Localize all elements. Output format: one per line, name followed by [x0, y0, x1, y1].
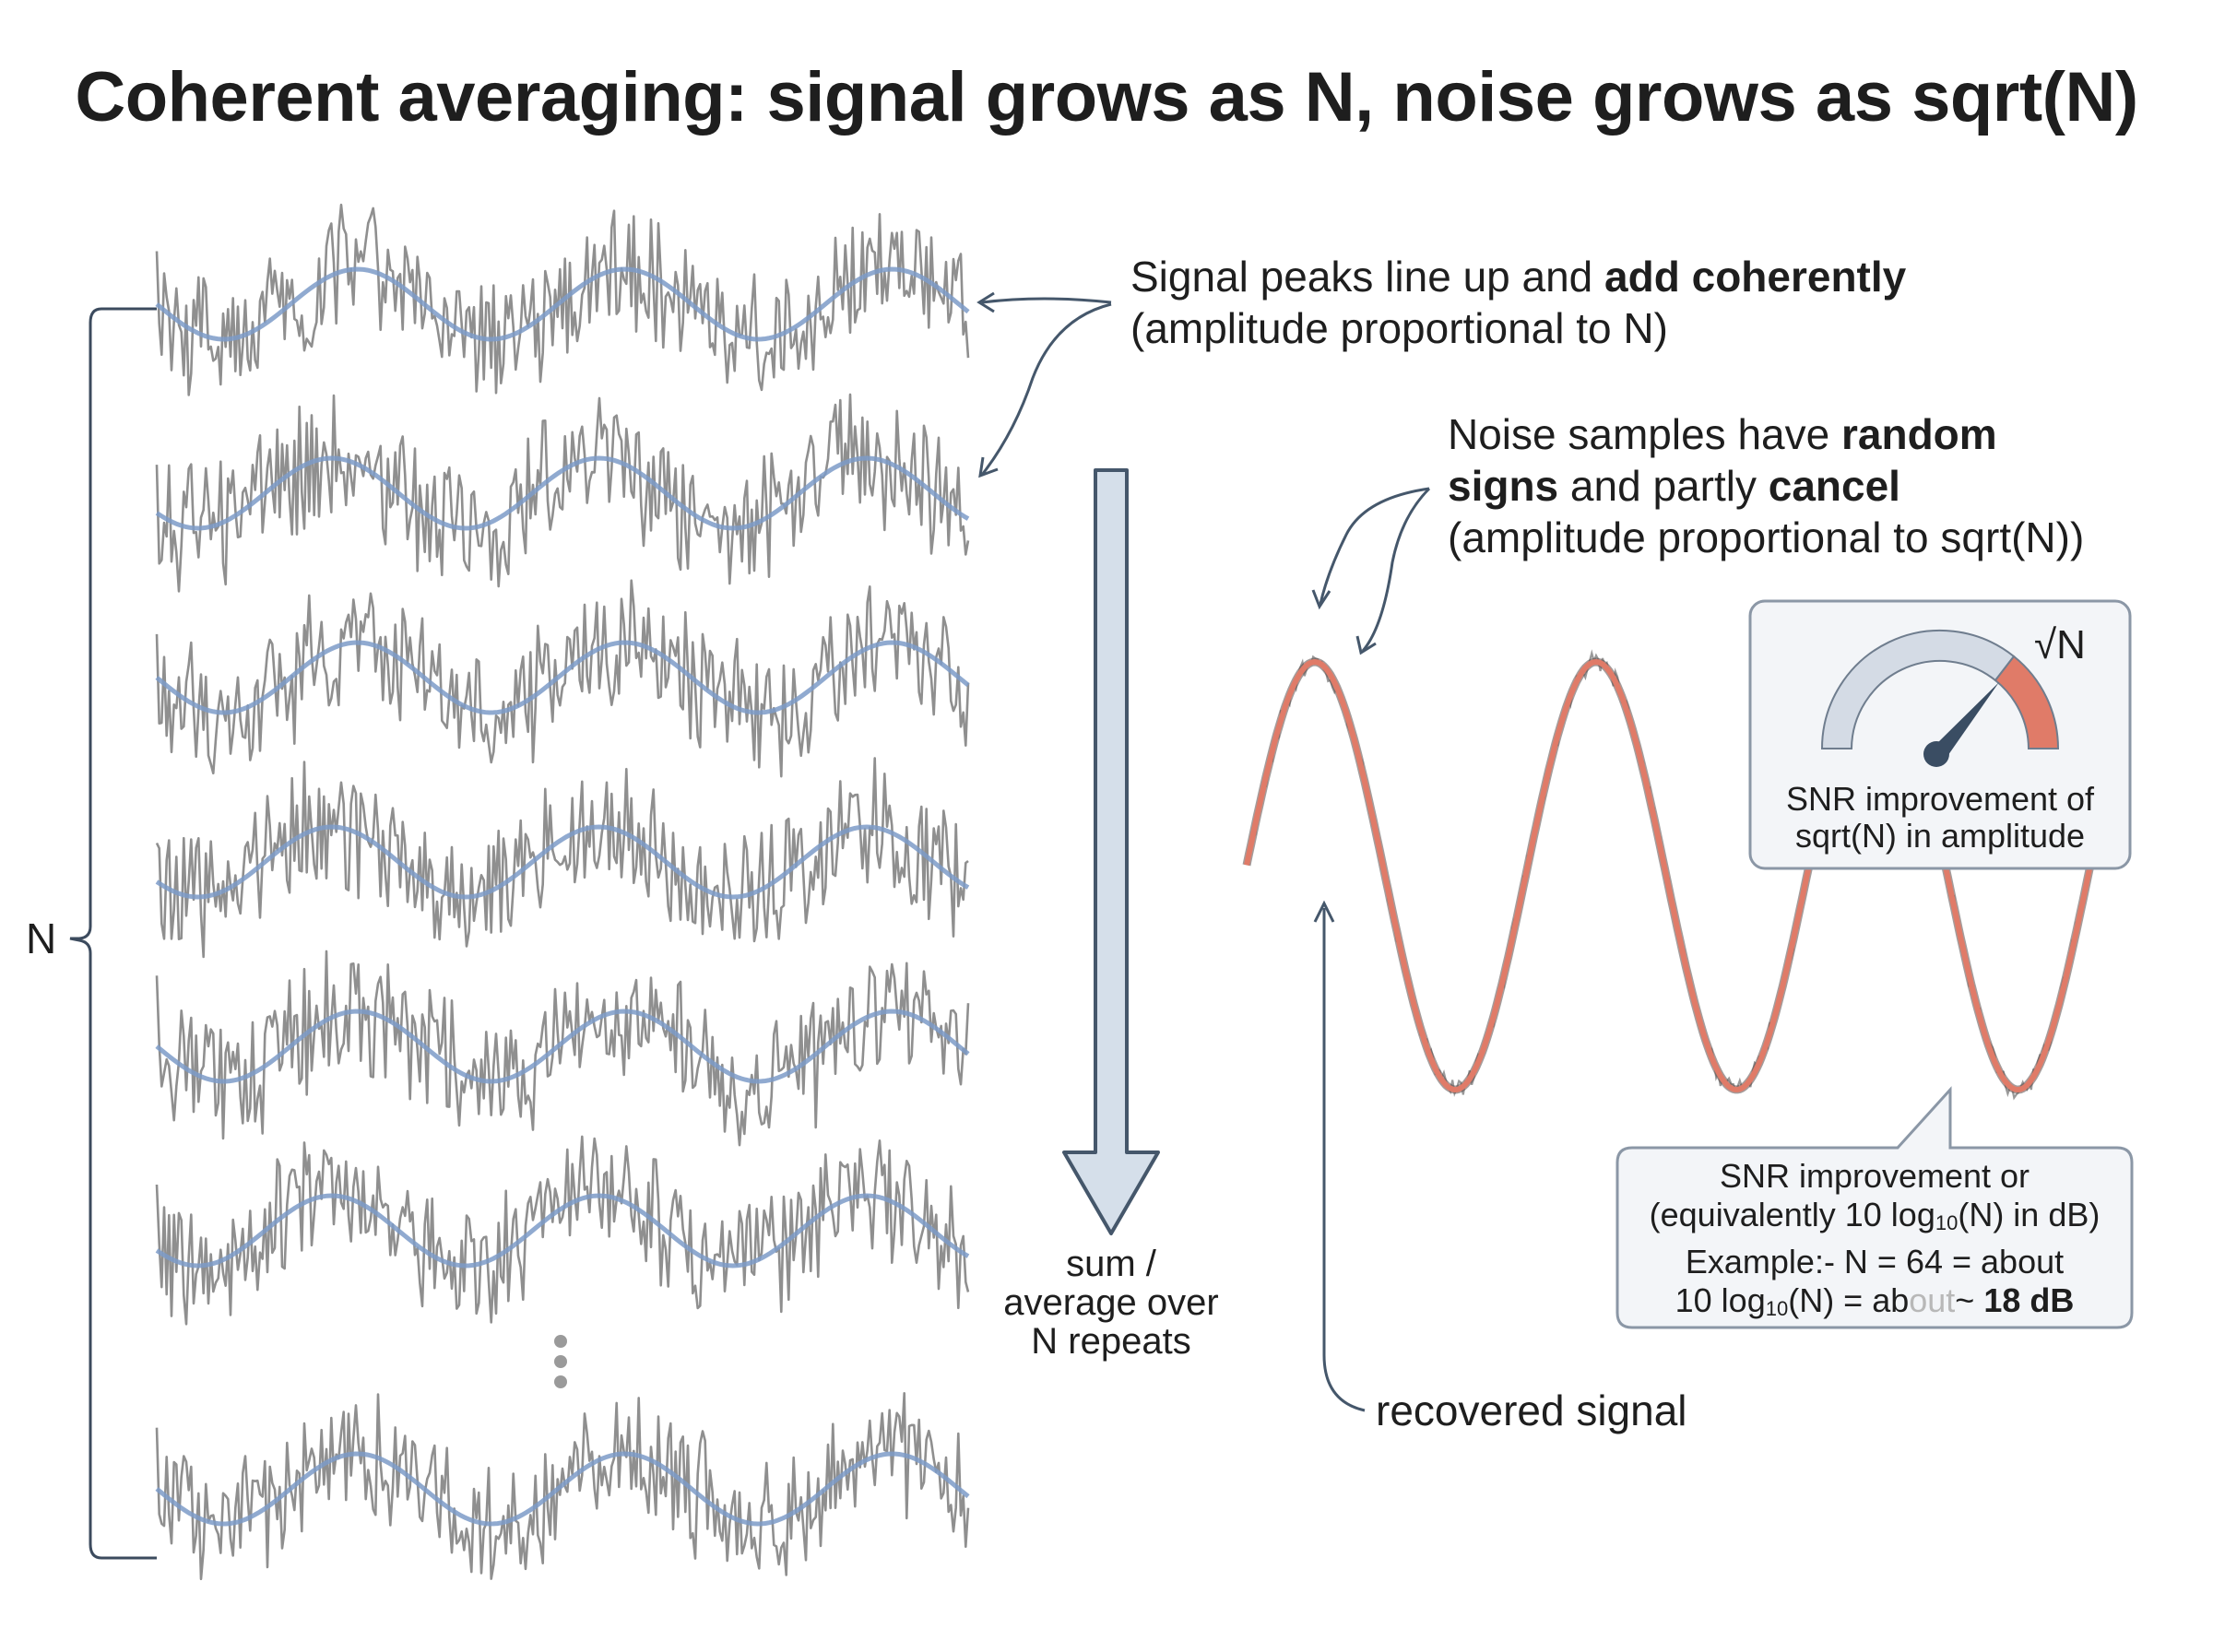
noisy-repeat-traces [155, 203, 970, 1581]
vertical-ellipsis-icon [554, 1335, 567, 1388]
bracket-label: N [26, 914, 57, 962]
coherent-pointer-arrows [976, 291, 1112, 478]
gauge-panel [1748, 599, 2132, 870]
down-arrow-icon [1062, 468, 1160, 1235]
noise-pointer-arrows [1311, 487, 1431, 655]
recovered-signal-trace [1242, 649, 2109, 1101]
annotation-coherent: Signal peaks line up and add coherently … [1130, 253, 1907, 352]
gauge-caption: SNR improvement of sqrt(N) in amplitude [1785, 780, 2095, 855]
annotation-noise: Noise samples have random signs and part… [1448, 410, 2085, 561]
recovered-pointer-arrow [1313, 900, 1366, 1412]
callout-text: SNR improvement or (equivalently 10 log1… [1649, 1157, 2101, 1320]
noisy-trace [155, 1135, 970, 1326]
gauge-symbol: √N [2034, 622, 2086, 667]
noisy-trace [155, 393, 970, 593]
gauge-icon [1820, 629, 2060, 767]
noisy-trace [155, 950, 970, 1147]
noisy-trace [155, 579, 970, 778]
n-bracket [69, 307, 157, 1560]
arrow-label: sum / average over N repeats [1003, 1244, 1219, 1362]
recovered-label: recovered signal [1376, 1386, 1687, 1434]
noisy-trace [155, 203, 970, 396]
page-title: Coherent averaging: signal grows as N, n… [75, 58, 2138, 136]
noisy-trace [155, 757, 970, 959]
noisy-trace [155, 1392, 970, 1581]
callout-box [1615, 1086, 2134, 1329]
